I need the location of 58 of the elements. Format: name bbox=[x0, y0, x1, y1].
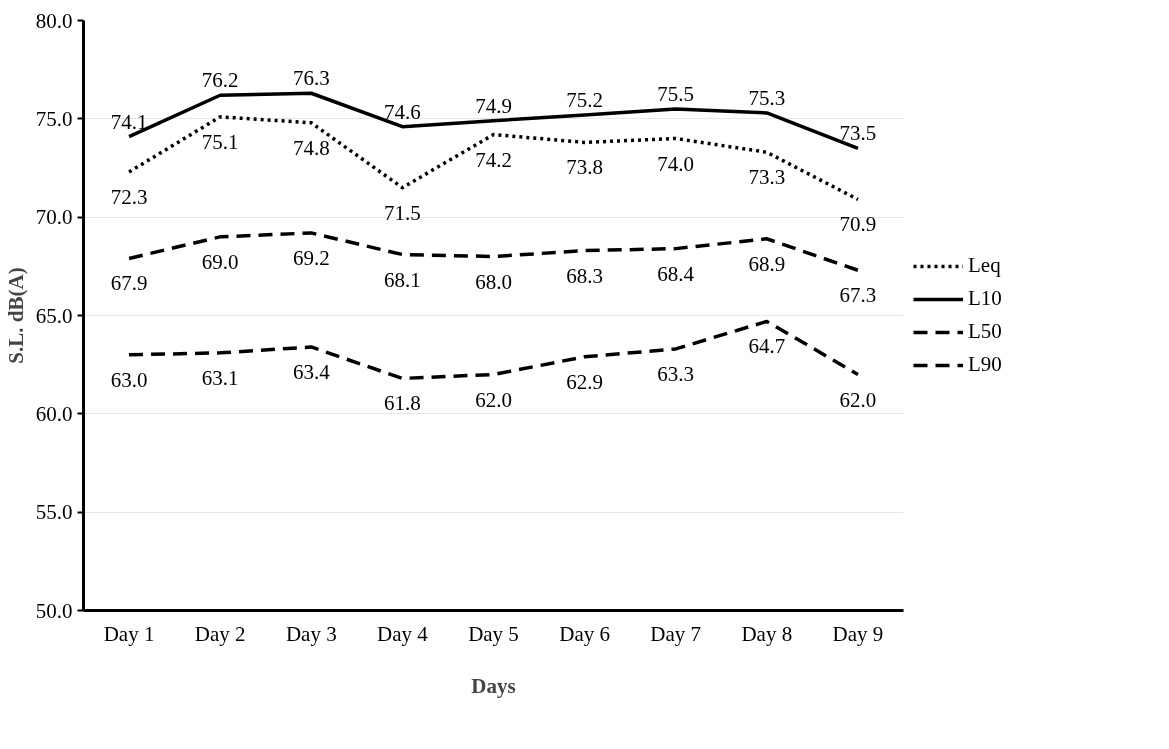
data-label: 62.0 bbox=[475, 387, 512, 412]
data-label: 64.7 bbox=[748, 334, 786, 359]
data-label: 74.0 bbox=[657, 151, 695, 176]
x-tick-label: Day 2 bbox=[194, 621, 246, 646]
legend-label: L90 bbox=[968, 352, 1003, 377]
x-axis-title: Days bbox=[471, 673, 516, 698]
data-label: 75.5 bbox=[657, 82, 695, 106]
y-tick-label: 70.0 bbox=[35, 205, 73, 230]
y-tick-label: 80.0 bbox=[35, 8, 73, 33]
y-tick-label: 65.0 bbox=[35, 303, 73, 328]
x-tick-label: Day 8 bbox=[741, 621, 793, 646]
data-label: 67.9 bbox=[110, 271, 148, 296]
data-label: 62.9 bbox=[566, 369, 603, 394]
data-label: 75.2 bbox=[566, 87, 603, 112]
data-label: 75.3 bbox=[748, 85, 786, 110]
data-label: 73.8 bbox=[566, 155, 603, 180]
data-label: 74.9 bbox=[475, 93, 512, 118]
x-tick-label: Day 9 bbox=[832, 621, 884, 646]
data-label: 74.8 bbox=[292, 135, 330, 160]
legend-label: Leq bbox=[968, 253, 1002, 278]
data-label: 63.3 bbox=[657, 361, 695, 386]
data-label: 63.4 bbox=[292, 359, 331, 384]
data-label: 75.1 bbox=[201, 129, 239, 154]
y-tick-label: 55.0 bbox=[35, 500, 73, 525]
y-axis-title: S.L. dB(A) bbox=[3, 267, 28, 364]
data-label: 73.3 bbox=[748, 165, 786, 190]
y-tick-label: 50.0 bbox=[35, 598, 73, 623]
data-label: 76.3 bbox=[292, 66, 330, 91]
y-tick-label: 60.0 bbox=[35, 401, 73, 426]
data-label: 68.0 bbox=[475, 269, 512, 294]
data-label: 70.9 bbox=[839, 212, 877, 237]
data-label: 68.9 bbox=[748, 251, 786, 276]
legend-label: L50 bbox=[968, 319, 1003, 344]
legend-label: L10 bbox=[968, 286, 1003, 311]
data-label: 67.3 bbox=[839, 283, 877, 308]
x-tick-label: Day 4 bbox=[377, 621, 429, 646]
data-label: 61.8 bbox=[384, 391, 421, 416]
x-tick-label: Day 1 bbox=[103, 621, 155, 646]
x-tick-label: Day 7 bbox=[650, 621, 702, 646]
data-label: 74.6 bbox=[384, 99, 421, 124]
data-label: 72.3 bbox=[110, 184, 148, 209]
y-tick-label: 75.0 bbox=[35, 106, 73, 131]
data-label: 69.2 bbox=[292, 245, 330, 270]
data-label: 68.1 bbox=[384, 267, 421, 292]
data-label: 68.3 bbox=[566, 263, 603, 288]
data-label: 74.2 bbox=[475, 147, 512, 172]
data-label: 63.0 bbox=[110, 367, 148, 392]
data-label: 71.5 bbox=[384, 200, 421, 225]
data-label: 76.2 bbox=[201, 68, 239, 93]
data-label: 74.1 bbox=[110, 109, 148, 134]
x-tick-label: Day 5 bbox=[468, 621, 519, 646]
data-label: 73.5 bbox=[839, 121, 877, 146]
data-label: 62.0 bbox=[839, 387, 877, 412]
data-label: 63.1 bbox=[201, 365, 239, 390]
data-label: 69.0 bbox=[201, 249, 239, 274]
data-label: 68.4 bbox=[657, 261, 695, 286]
x-tick-label: Day 3 bbox=[285, 621, 337, 646]
x-tick-label: Day 6 bbox=[559, 621, 610, 646]
